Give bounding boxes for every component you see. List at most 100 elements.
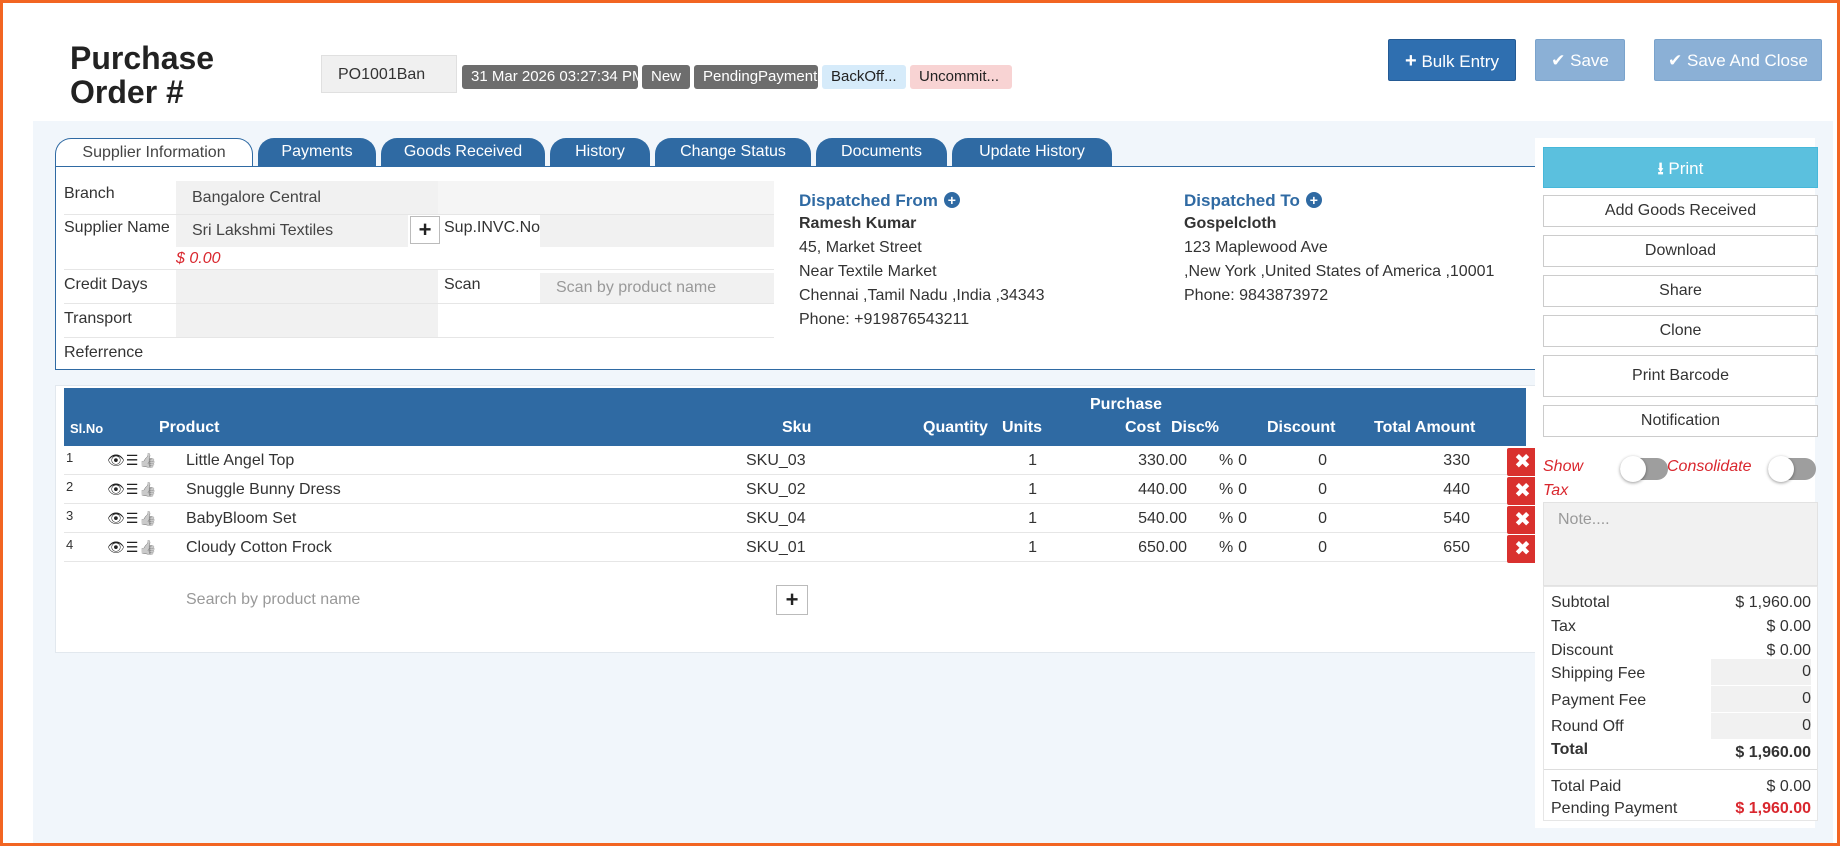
col-units: Units [1002,419,1042,436]
row-disc[interactable]: 0 [1238,510,1247,527]
list-icon[interactable]: ☰ [125,510,140,526]
tab-supplier-information[interactable]: Supplier Information [55,138,253,166]
action-sidebar: ⭳ Print Add Goods Received Download Shar… [1535,138,1818,828]
subtotal-label: Subtotal [1551,594,1610,611]
totals-panel: Subtotal $ 1,960.00 Tax $ 0.00 Discount … [1543,586,1818,821]
row-disc[interactable]: 0 [1238,539,1247,556]
row-qty[interactable]: 1 [1028,481,1037,498]
print-label: Print [1668,159,1704,178]
list-icon[interactable]: ☰ [125,481,140,497]
download-button[interactable]: Download [1543,235,1818,267]
row-pct: % [1219,452,1234,469]
row-cost[interactable]: 330.00 [1138,452,1187,469]
save-label: Save [1570,51,1609,70]
add-supplier-button[interactable]: + [410,216,440,244]
tab-payments[interactable]: Payments [258,138,376,166]
tab-change-status[interactable]: Change Status [655,138,811,166]
uncommitted-badge: Uncommit... [910,65,1012,89]
row-qty[interactable]: 1 [1028,539,1037,556]
consolidate-toggle[interactable] [1768,456,1816,482]
row-product: Snuggle Bunny Dress [186,481,341,498]
row-discount[interactable]: 0 [1318,481,1327,498]
page-title: Purchase Order # [70,41,310,109]
show-tax-toggle[interactable] [1620,456,1668,482]
row-qty[interactable]: 1 [1028,510,1037,527]
to-line1: 123 Maplewood Ave [1184,239,1328,256]
table-row: 2 👁☰👍 Snuggle Bunny Dress SKU_02 1 440.00 0% 0 4… [64,475,1509,504]
row-cost[interactable]: 440.00 [1138,481,1187,498]
payment-fee-input[interactable]: 0 [1711,686,1811,712]
supplier-info-panel: Branch Bangalore Central Supplier Name S… [55,166,1555,370]
eye-icon[interactable]: 👁 [107,510,126,526]
row-actions: 👁☰👍 [107,481,158,498]
share-button[interactable]: Share [1543,275,1818,307]
dispatched-from-title: Dispatched From + [799,191,960,211]
credit-days-input[interactable] [176,270,438,303]
transport-row: Transport [64,304,774,338]
thumbs-up-icon[interactable]: 👍 [139,452,158,468]
address-box: Dispatched From + Ramesh Kumar 45, Market… [793,177,1548,339]
thumbs-up-icon[interactable]: 👍 [139,539,158,555]
product-search-input[interactable]: Search by product name [186,591,361,608]
thumbs-up-icon[interactable]: 👍 [139,481,158,497]
row-sl-no: 3 [66,508,74,523]
round-off-input[interactable]: 0 [1711,713,1811,739]
transport-input[interactable] [176,304,438,337]
row-cost[interactable]: 540.00 [1138,510,1187,527]
thumbs-up-icon[interactable]: 👍 [139,510,158,526]
download-icon: ⭳ [1657,159,1664,178]
toggle-knob [1768,456,1794,482]
row-qty[interactable]: 1 [1028,452,1037,469]
row-total: 330 [1443,452,1470,469]
notification-button[interactable]: Notification [1543,405,1818,437]
supplier-name-input[interactable]: Sri Lakshmi Textiles [176,215,408,247]
tab-goods-received[interactable]: Goods Received [381,138,545,166]
shipping-fee-input[interactable]: 0 [1711,659,1811,685]
branch-select[interactable]: Bangalore Central [176,181,438,214]
delete-row-button[interactable]: ✖ [1507,506,1538,534]
totals-divider [1544,769,1817,770]
row-disc[interactable]: 0 [1238,452,1247,469]
save-button[interactable]: ✔ Save [1535,39,1625,81]
row-discount[interactable]: 0 [1318,452,1327,469]
row-total: 650 [1443,539,1470,556]
add-goods-received-button[interactable]: Add Goods Received [1543,195,1818,227]
to-phone: Phone: 9843873972 [1184,287,1329,304]
sup-invoice-input[interactable] [540,215,774,247]
discount-value: $ 0.00 [1766,642,1811,659]
row-disc[interactable]: 0 [1238,481,1247,498]
tab-history[interactable]: History [550,138,650,166]
clone-button[interactable]: Clone [1543,315,1818,347]
add-dispatch-from-icon[interactable]: + [943,192,960,208]
add-dispatch-to-icon[interactable]: + [1305,192,1322,208]
products-table: Sl.No Product Sku Quantity Units Purchas… [55,385,1555,653]
delete-row-button[interactable]: ✖ [1507,448,1538,476]
list-icon[interactable]: ☰ [125,539,140,555]
add-product-button[interactable]: + [776,585,808,615]
discount-label: Discount [1551,642,1614,659]
tab-documents[interactable]: Documents [816,138,947,166]
payment-fee-label: Payment Fee [1551,692,1647,709]
scan-input[interactable]: Scan by product name [540,273,774,303]
credit-days-row: Credit Days Scan Scan by product name [64,270,774,304]
delete-row-button[interactable]: ✖ [1507,477,1538,505]
po-number: PO1001Ban [321,55,457,93]
list-icon[interactable]: ☰ [125,452,140,468]
row-discount[interactable]: 0 [1318,539,1327,556]
delete-row-button[interactable]: ✖ [1507,535,1538,563]
eye-icon[interactable]: 👁 [107,481,126,497]
round-off-label: Round Off [1551,718,1624,735]
tab-update-history[interactable]: Update History [952,138,1112,166]
note-textarea[interactable]: Note.... [1543,502,1818,586]
eye-icon[interactable]: 👁 [107,539,126,555]
pending-payment-label: Pending Payment [1551,800,1678,817]
save-and-close-button[interactable]: ✔ Save And Close [1654,39,1822,81]
bulk-entry-button[interactable]: + Bulk Entry [1388,39,1516,81]
row-cost[interactable]: 650.00 [1138,539,1187,556]
eye-icon[interactable]: 👁 [107,452,126,468]
row-discount[interactable]: 0 [1318,510,1327,527]
print-button[interactable]: ⭳ Print [1543,147,1818,188]
print-barcode-button[interactable]: Print Barcode [1543,355,1818,397]
table-row: 3 👁☰👍 BabyBloom Set SKU_04 1 540.00 0% 0 540 [64,504,1509,533]
